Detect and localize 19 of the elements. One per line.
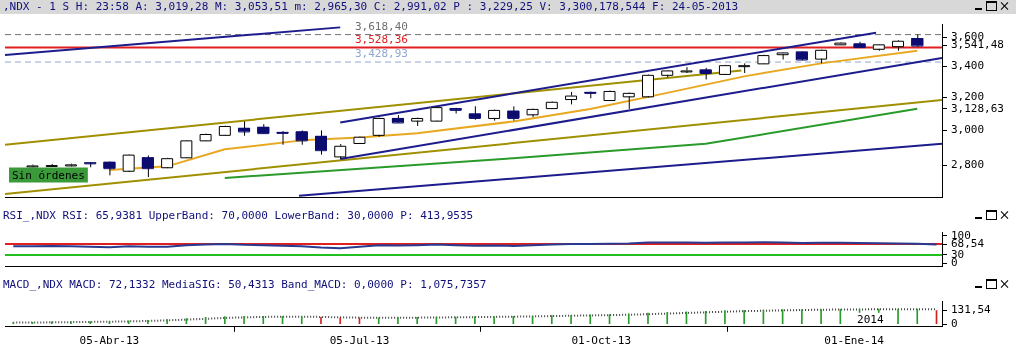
- annotation: Sin órdenes: [12, 168, 85, 182]
- y-tick-label: 3,400: [951, 59, 985, 73]
- chart-title: ,NDX - 1 S H: 23:58 A: 3,019,28 M: 3,053,51 m: 2,965,30 C: 2,991,02 P : 3,229,25 V: 3,300,178,544 F: 24-05-2013: [0, 0, 1016, 14]
- x-tick-label: 01-Ene-14: [824, 334, 885, 348]
- y-tick-label: 0: [951, 317, 958, 331]
- chart-title: MACD_,NDX MACD: 72,1332 MediaSIG: 50,4313 Band_MACD: 0,0000 P: 1,075,7357: [0, 278, 1016, 292]
- ref-line-label: 3,528,36: [355, 32, 408, 46]
- x-tick-label: 05-Abr-13: [79, 334, 140, 348]
- y-tick-label: 131,54: [951, 303, 992, 317]
- ref-line-label: 3,618,40: [355, 19, 408, 33]
- chart-title: RSI_,NDX RSI: 65,9381 UpperBand: 70,0000 LowerBand: 30,0000 P: 413,9535: [0, 209, 1016, 223]
- x-tick-label: 05-Jul-13: [329, 334, 390, 348]
- ref-line-label: 3,428,93: [355, 47, 408, 61]
- y-tick-label: 2,800: [951, 158, 985, 172]
- y-tick-label: 3,200: [951, 90, 985, 104]
- annotation: 2014: [857, 313, 884, 327]
- y-tick-label: 3,128,63: [951, 101, 1004, 115]
- y-tick-label: 3,000: [951, 123, 985, 137]
- x-tick-label: 01-Oct-13: [571, 334, 632, 348]
